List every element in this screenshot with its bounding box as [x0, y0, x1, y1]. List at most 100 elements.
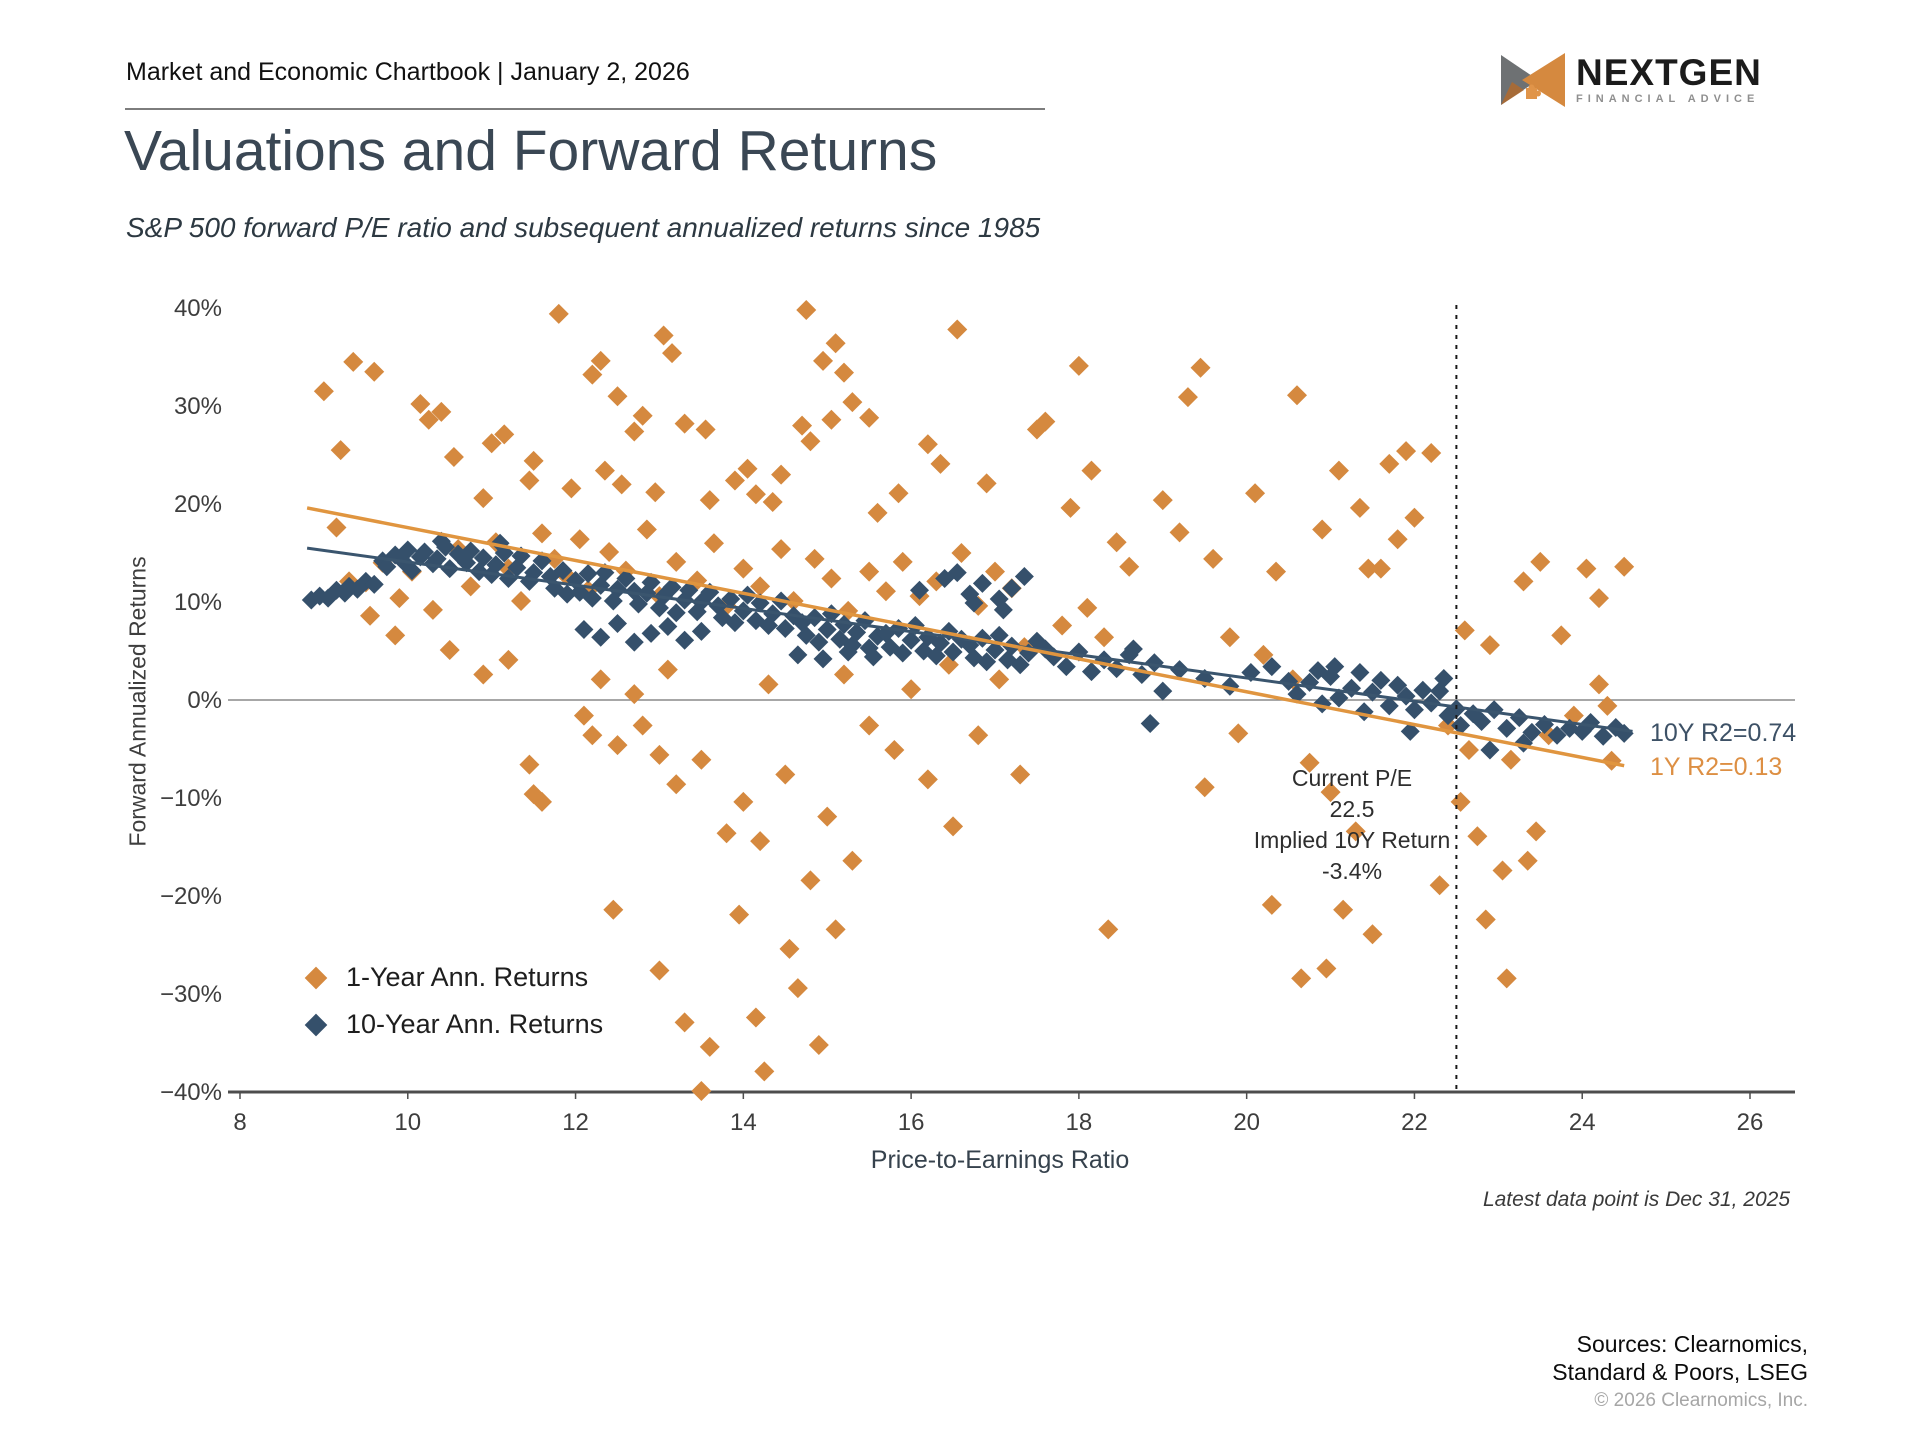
scatter-point-1y — [1421, 443, 1442, 464]
scatter-point-10y — [1014, 567, 1034, 587]
scatter-point-1y — [645, 482, 666, 503]
scatter-point-10y — [725, 613, 745, 633]
scatter-point-1y — [1576, 558, 1597, 579]
scatter-point-1y — [976, 473, 997, 494]
scatter-point-10y — [578, 564, 598, 584]
scatter-point-1y — [1404, 507, 1425, 528]
scatter-point-1y — [859, 715, 880, 736]
scatter-point-10y — [1329, 688, 1349, 708]
scatter-point-10y — [1056, 657, 1076, 677]
scatter-point-1y — [917, 434, 938, 455]
scatter-point-1y — [473, 664, 494, 685]
scatter-point-10y — [679, 580, 699, 600]
scatter-point-10y — [624, 632, 644, 652]
scatter-point-1y — [599, 542, 620, 563]
scatter-point-1y — [917, 769, 938, 790]
scatter-point-1y — [657, 659, 678, 680]
scatter-point-10y — [1123, 639, 1143, 659]
scatter-point-1y — [1177, 387, 1198, 408]
scatter-point-10y — [1350, 663, 1370, 683]
scatter-point-10y — [402, 561, 422, 581]
x-tick-label: 10 — [394, 1109, 421, 1136]
scatter-point-10y — [901, 630, 921, 650]
scatter-point-10y — [977, 652, 997, 672]
scatter-point-10y — [721, 589, 741, 609]
scatter-point-1y — [703, 533, 724, 554]
scatter-point-1y — [1597, 695, 1618, 716]
scatter-point-10y — [473, 548, 493, 568]
scatter-point-1y — [771, 539, 792, 560]
scatter-point-1y — [875, 581, 896, 602]
scatter-point-10y — [1144, 653, 1164, 673]
scatter-point-1y — [1379, 453, 1400, 474]
scatter-point-1y — [632, 715, 653, 736]
scatter-point-1y — [1299, 752, 1320, 773]
scatter-point-10y — [1002, 578, 1022, 598]
scatter-point-1y — [569, 529, 590, 550]
scatter-point-10y — [1451, 715, 1471, 735]
header-divider — [125, 108, 1045, 110]
y-tick-label: 40% — [174, 295, 222, 322]
scatter-point-1y — [1190, 357, 1211, 378]
scatter-point-1y — [800, 870, 821, 891]
scatter-point-10y — [691, 621, 711, 641]
scatter-point-1y — [930, 453, 951, 474]
scatter-point-10y — [1388, 675, 1408, 695]
x-tick-label: 24 — [1569, 1109, 1596, 1136]
scatter-point-1y — [460, 576, 481, 597]
scatter-point-10y — [1262, 657, 1282, 677]
scatter-point-10y — [1308, 661, 1328, 681]
scatter-point-1y — [1551, 625, 1572, 646]
scatter-point-1y — [498, 649, 519, 670]
scatter-point-1y — [607, 735, 628, 756]
legend-item-1y: 1-Year Ann. Returns — [304, 962, 603, 993]
scatter-point-10y — [1413, 680, 1433, 700]
scatter-point-1y — [582, 725, 603, 746]
scatter-point-1y — [1052, 615, 1073, 636]
scatter-point-1y — [1245, 483, 1266, 504]
scatter-point-1y — [523, 450, 544, 471]
scatter-point-1y — [1106, 532, 1127, 553]
scatter-point-1y — [1589, 588, 1609, 609]
scatter-point-1y — [431, 401, 452, 422]
scatter-point-10y — [1010, 655, 1030, 675]
legend-item-10y: 10-Year Ann. Returns — [304, 1009, 603, 1040]
scatter-point-1y — [758, 674, 779, 695]
scatter-point-1y — [834, 362, 854, 383]
scatter-point-1y — [796, 299, 817, 320]
scatter-point-1y — [624, 684, 645, 705]
scatter-point-10y — [498, 568, 518, 588]
page-subtitle: S&P 500 forward P/E ratio and subsequent… — [126, 212, 1041, 243]
scatter-point-1y — [821, 568, 842, 589]
scatter-point-1y — [1530, 551, 1551, 572]
scatter-point-1y — [1467, 826, 1488, 847]
scatter-point-10y — [616, 568, 636, 588]
scatter-point-1y — [951, 543, 972, 563]
scatter-point-10y — [1480, 740, 1500, 760]
scatter-point-1y — [1228, 723, 1249, 744]
scatter-point-1y — [364, 361, 385, 382]
scatter-point-1y — [573, 705, 594, 726]
scatter-point-1y — [1010, 764, 1031, 785]
scatter-point-1y — [1492, 860, 1513, 881]
scatter-point-10y — [628, 594, 648, 614]
scatter-point-10y — [930, 633, 950, 653]
scatter-point-1y — [473, 488, 494, 509]
annotation-line2: 22.5 — [1329, 796, 1375, 822]
scatter-point-1y — [1119, 556, 1140, 577]
scatter-point-10y — [1132, 665, 1152, 685]
scatter-point-1y — [343, 351, 364, 372]
scatter-point-10y — [1325, 657, 1345, 677]
scatter-point-1y — [808, 1034, 829, 1055]
scatter-point-10y — [1287, 684, 1307, 704]
scatter-point-1y — [1345, 821, 1366, 842]
scatter-point-1y — [901, 679, 922, 700]
scatter-point-10y — [666, 603, 686, 623]
y-tick-label: −30% — [160, 981, 222, 1008]
scatter-point-10y — [398, 540, 418, 560]
scatter-point-1y — [943, 816, 964, 837]
scatter-point-10y — [582, 588, 602, 608]
scatter-point-1y — [1458, 739, 1479, 760]
scatter-point-10y — [1547, 725, 1567, 745]
